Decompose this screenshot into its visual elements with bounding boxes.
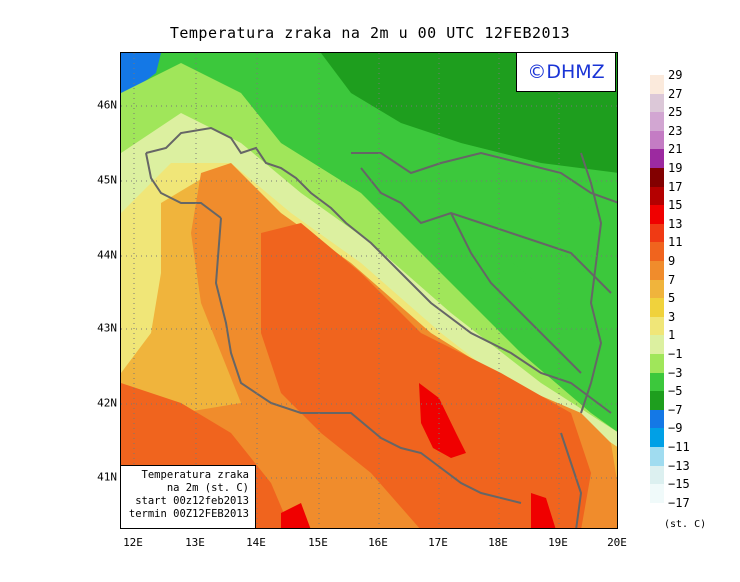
- legend-swatch: [650, 205, 664, 224]
- info-line-title: Temperatura zraka: [141, 469, 249, 481]
- lat-label-43n: 43N: [97, 321, 117, 335]
- info-line-start: start 00z12feb2013: [135, 495, 249, 507]
- lon-label-14e: 14E: [246, 536, 266, 549]
- lon-label-17e: 17E: [428, 536, 448, 549]
- legend-label: −15: [668, 477, 690, 492]
- legend-units: (st. C): [664, 519, 707, 530]
- lon-label-12e: 12E: [123, 536, 143, 549]
- legend-swatch: [650, 428, 664, 447]
- hotspot-red-area: [419, 383, 466, 458]
- legend-swatch: [650, 261, 664, 280]
- lat-label-42n: 42N: [97, 396, 117, 410]
- legend-label: −11: [668, 440, 690, 454]
- cold-corner-area: [121, 53, 161, 93]
- info-line-termin: termin 00Z12FEB2013: [128, 508, 249, 520]
- legend-label: −3: [668, 365, 683, 380]
- lon-label-20e: 20E: [607, 536, 627, 549]
- sea-orange-area: [261, 223, 591, 528]
- lon-label-19e: 19E: [548, 536, 568, 549]
- legend-swatch: [650, 223, 664, 243]
- info-line-units: na 2m (st. C): [166, 482, 249, 494]
- lon-label-15e: 15E: [308, 536, 328, 549]
- legend-label: −17: [668, 495, 690, 510]
- legend-label: −5: [668, 384, 683, 399]
- legend-label: −7: [668, 402, 683, 417]
- legend-swatch: [650, 335, 664, 354]
- hotspot-red-area-3: [531, 493, 556, 528]
- legend-swatch: [650, 168, 664, 187]
- legend-label: 3: [668, 309, 676, 324]
- legend-label: 17: [668, 179, 683, 194]
- legend-label: 9: [668, 254, 676, 268]
- legend-swatch: [650, 93, 664, 113]
- legend-swatch: [650, 409, 664, 429]
- lon-label-18e: 18E: [488, 536, 508, 549]
- lat-lon-grid: [121, 53, 617, 528]
- lat-label-45n: 45N: [97, 173, 117, 187]
- legend-label: −9: [668, 421, 683, 436]
- legend-label: 27: [668, 86, 683, 101]
- legend-swatch: [650, 298, 664, 317]
- legend-swatch: [650, 354, 664, 373]
- hotspot-red-area-2: [281, 503, 311, 528]
- legend-label: 11: [668, 235, 683, 250]
- legend-swatch: [650, 149, 664, 168]
- info-box: Temperatura zraka na 2m (st. C) start 00…: [120, 465, 256, 529]
- legend-label: 13: [668, 216, 683, 231]
- legend-label: −1: [668, 347, 683, 361]
- legend-swatch: [650, 75, 664, 94]
- legend-label: 25: [668, 105, 683, 120]
- legend-label: −13: [668, 458, 690, 473]
- coastline-borders: [145, 126, 617, 528]
- legend-swatch: [650, 465, 664, 485]
- legend-swatch: [650, 484, 664, 503]
- legend-label: 1: [668, 328, 676, 343]
- legend-label: 15: [668, 198, 683, 213]
- lat-label-44n: 44N: [97, 248, 117, 262]
- lon-label-13e: 13E: [185, 536, 205, 549]
- legend-label: 29: [668, 68, 683, 82]
- lat-label-41n: 41N: [97, 470, 117, 484]
- legend-swatch: [650, 279, 664, 299]
- legend-label: 5: [668, 291, 676, 306]
- legend-swatch: [650, 372, 664, 392]
- balkan-green-area: [441, 173, 617, 352]
- legend-label: 23: [668, 123, 683, 138]
- legend-swatch: [650, 391, 664, 410]
- legend-swatch: [650, 242, 664, 261]
- lon-label-16e: 16E: [368, 536, 388, 549]
- legend-label: 7: [668, 272, 676, 287]
- dhmz-logo: ©DHMZ: [516, 52, 616, 92]
- map-title: Temperatura zraka na 2m u 00 UTC 12FEB20…: [169, 24, 571, 42]
- temperature-field: [121, 53, 617, 528]
- legend-swatch: [650, 112, 664, 131]
- temperature-map: [120, 52, 618, 529]
- legend-swatch: [650, 316, 664, 336]
- legend-swatch: [650, 130, 664, 150]
- legend-swatch: [650, 186, 664, 206]
- legend-label: 21: [668, 142, 683, 157]
- legend-label: 19: [668, 161, 683, 175]
- lat-label-46n: 46N: [97, 98, 117, 112]
- legend-swatch: [650, 447, 664, 466]
